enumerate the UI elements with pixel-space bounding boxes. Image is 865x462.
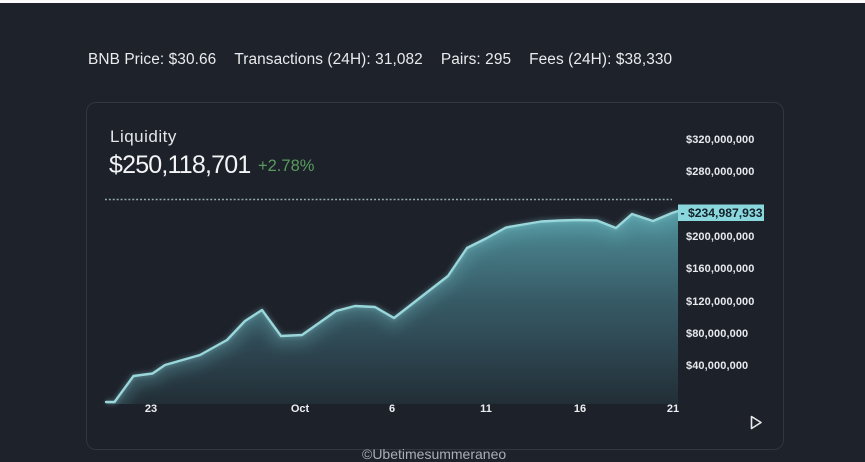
svg-text:- $234,987,933: - $234,987,933 xyxy=(681,206,763,220)
